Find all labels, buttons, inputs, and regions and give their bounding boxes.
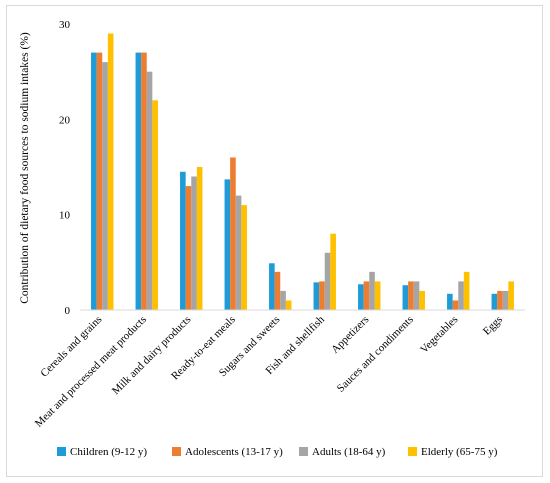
legend-item: Elderly (65-75 y) (408, 446, 498, 458)
legend-swatch (408, 447, 417, 456)
legend-swatch (172, 447, 181, 456)
bar (319, 281, 325, 310)
legend-swatch (299, 447, 308, 456)
bar (152, 100, 158, 311)
bar (191, 176, 197, 310)
bar (230, 157, 236, 310)
bar (185, 186, 192, 310)
bar (402, 285, 409, 310)
y-tick-label: 30 (59, 19, 71, 31)
bar (419, 290, 425, 310)
bar (491, 293, 498, 310)
bar (241, 205, 247, 310)
bar (235, 195, 242, 310)
legend-swatch (57, 447, 66, 456)
legend-item: Children (9-12 y) (57, 446, 147, 458)
bar (369, 271, 375, 310)
category-label: Milk and dairy products (110, 314, 193, 397)
legend-item: Adolescents (13-17 y) (172, 446, 283, 458)
bar (458, 281, 464, 310)
bar (141, 52, 147, 310)
bar (413, 281, 420, 310)
category-label: Appetizers (329, 314, 371, 356)
bar (330, 233, 336, 310)
bar (91, 52, 97, 310)
bar (452, 300, 459, 310)
bar (497, 290, 503, 310)
bar (313, 282, 320, 310)
bar (363, 281, 370, 310)
bar (502, 290, 509, 310)
bar (280, 290, 286, 310)
bar (196, 167, 203, 310)
y-axis-title: Contribution of dietary food sources to … (19, 32, 31, 304)
y-tick-label: 10 (59, 210, 71, 222)
bar (135, 52, 142, 310)
bar (447, 293, 453, 310)
bar (374, 281, 381, 310)
bar (358, 284, 364, 310)
bar (408, 281, 414, 310)
bar (180, 171, 186, 310)
bar (102, 62, 108, 310)
bar (324, 252, 331, 310)
category-label: Eggs (481, 314, 505, 338)
bar (508, 281, 514, 310)
legend-label: Adolescents (13-17 y) (185, 446, 283, 458)
legend-item: Adults (18-64 y) (299, 446, 386, 458)
bar (146, 71, 153, 310)
legend-label: Adults (18-64 y) (312, 446, 386, 458)
category-label: Vegetables (418, 314, 460, 356)
bar (463, 271, 470, 310)
category-label: Sauces and condiments (335, 314, 416, 395)
y-tick-label: 0 (65, 305, 71, 317)
bar (269, 263, 275, 310)
legend-label: Children (9-12 y) (70, 446, 147, 458)
bar (285, 300, 292, 310)
y-tick-label: 20 (59, 114, 71, 126)
legend-label: Elderly (65-75 y) (421, 446, 498, 458)
bar (96, 52, 103, 310)
bar (224, 179, 231, 310)
bar (107, 33, 114, 310)
bar (274, 271, 281, 310)
